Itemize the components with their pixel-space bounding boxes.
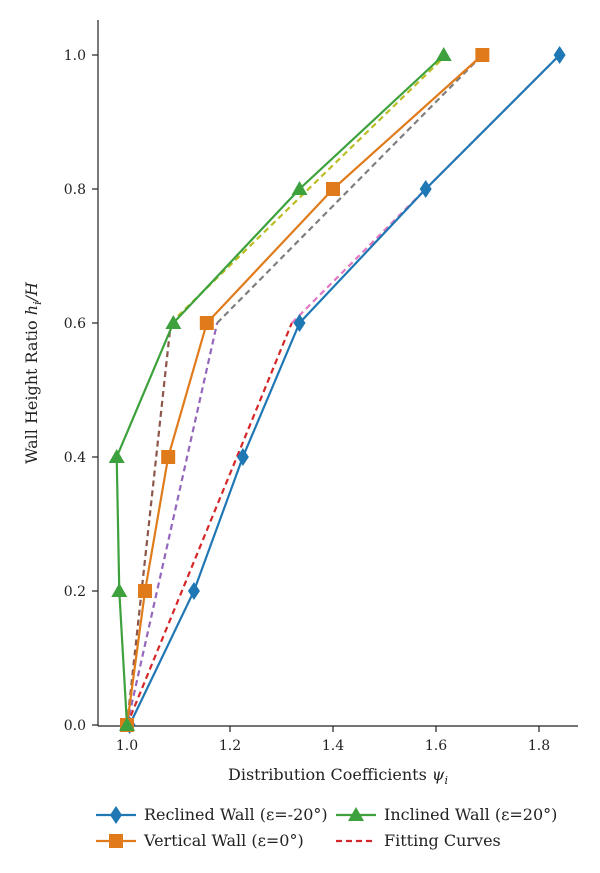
y-ticks: 0.0 0.2 0.4 0.6 0.8 1.0 (64, 48, 98, 734)
data-point-triangle (348, 807, 364, 821)
y-axis-label: Wall Height Ratio hi/H (22, 281, 44, 464)
legend-label: Reclined Wall (ε=-20°) (144, 805, 328, 824)
y-tick-label: 0.2 (64, 584, 86, 600)
y-tick-label: 0.0 (64, 718, 86, 734)
data-point-diamond (236, 448, 249, 466)
y-tick-label: 1.0 (64, 48, 86, 64)
axes (97, 20, 578, 727)
y-tick-label: 0.6 (64, 316, 86, 332)
x-axis-label: Distribution Coefficients ψi (228, 765, 448, 787)
legend-label: Inclined Wall (ε=20°) (384, 805, 557, 824)
fitting-curve-line (125, 322, 172, 726)
x-tick-label: 1.4 (322, 738, 344, 754)
x-tick-label: 1.6 (425, 738, 447, 754)
y-tick-label: 0.8 (64, 182, 86, 198)
data-point-square (475, 48, 490, 62)
fitting-curves (125, 54, 561, 726)
legend: Reclined Wall (ε=-20°) Inclined Wall (ε=2… (96, 805, 557, 850)
data-point-square (199, 316, 214, 330)
x-ticks: 1.0 1.2 1.4 1.6 1.8 (116, 726, 550, 754)
series-markers (108, 46, 566, 734)
data-point-diamond (553, 46, 566, 64)
fitting-curve-line (125, 322, 293, 726)
legend-label: Fitting Curves (384, 831, 501, 850)
data-point-triangle (111, 583, 128, 597)
data-point-diamond (110, 806, 122, 824)
fitting-curve-line (125, 322, 219, 726)
data-point-triangle (108, 449, 125, 463)
x-tick-label: 1.8 (528, 738, 550, 754)
data-point-triangle (435, 47, 452, 61)
data-point-diamond (187, 582, 200, 600)
data-point-diamond (419, 180, 432, 198)
series-line (125, 54, 484, 726)
fitting-curve-line (216, 54, 484, 324)
series-line (128, 54, 561, 726)
series-line (115, 54, 445, 726)
data-point-square (161, 450, 176, 464)
data-point-diamond (293, 314, 306, 332)
x-tick-label: 1.2 (219, 738, 241, 754)
data-point-triangle (291, 181, 308, 195)
y-tick-label: 0.4 (64, 450, 86, 466)
legend-label: Vertical Wall (ε=0°) (143, 831, 304, 850)
data-point-square (109, 834, 123, 848)
x-tick-label: 1.0 (116, 738, 138, 754)
data-point-square (138, 584, 153, 598)
data-point-square (326, 182, 340, 196)
series-lines (115, 54, 561, 726)
data-point-triangle (119, 717, 135, 731)
data-point-triangle (165, 315, 182, 329)
